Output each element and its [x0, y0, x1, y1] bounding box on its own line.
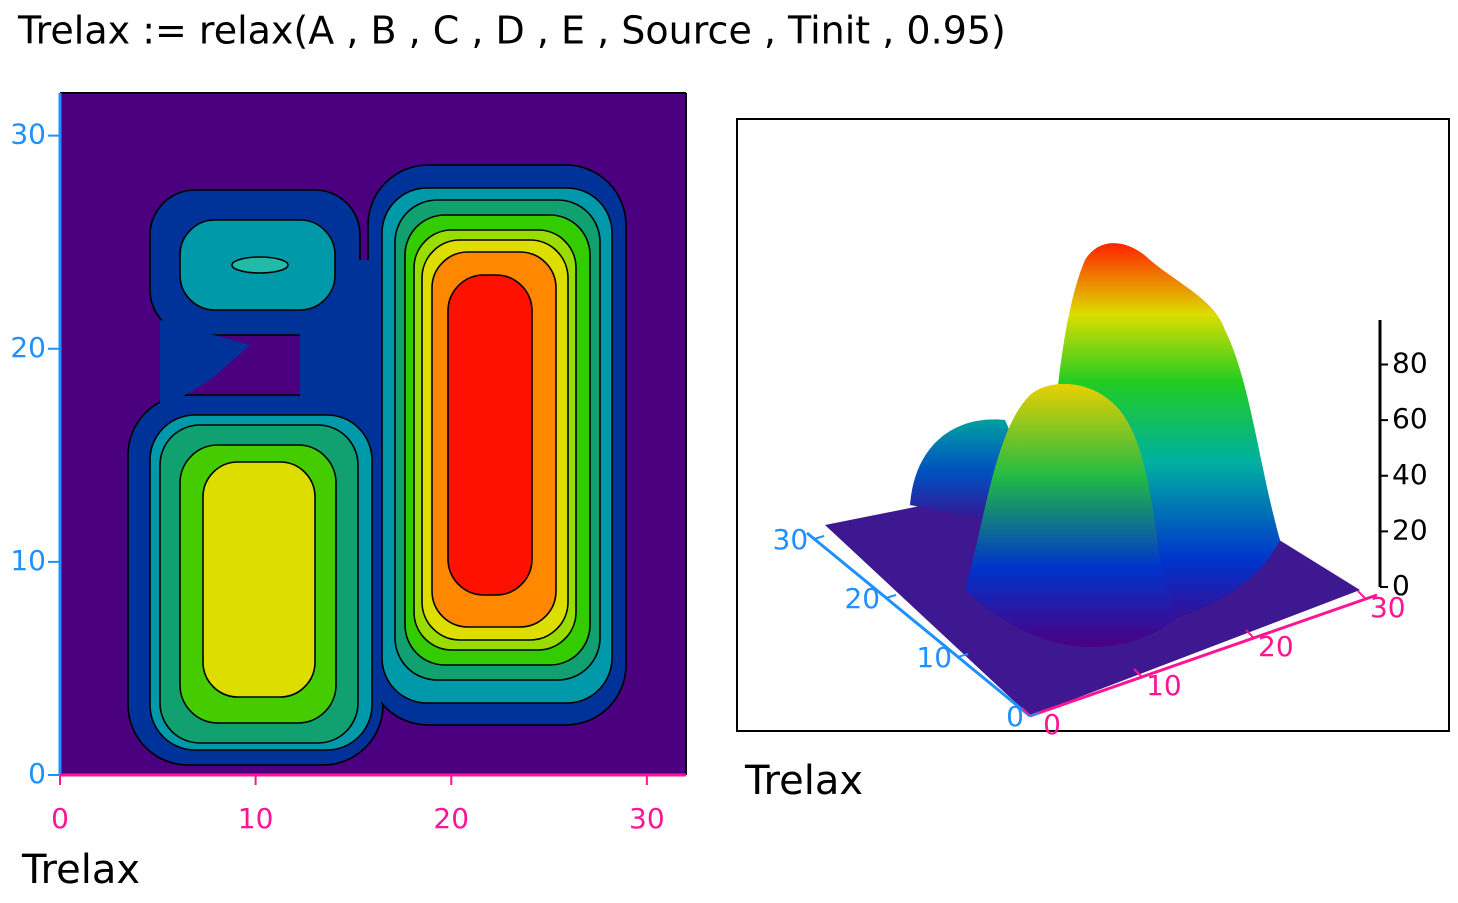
- y-tick-label: 0: [28, 757, 46, 790]
- y-axis: [806, 531, 1031, 718]
- x-tick-label: 20: [433, 802, 469, 835]
- y-tick-label: 30: [10, 118, 46, 151]
- surface: [825, 243, 1360, 716]
- y-tick-label: 10: [10, 544, 46, 577]
- contour-fill: [60, 92, 687, 775]
- y-tick-label: 20: [844, 582, 880, 615]
- y-tick: [885, 593, 897, 599]
- x-tick-label: 10: [1146, 669, 1182, 702]
- z-tick-label: 20: [1392, 513, 1428, 546]
- x-tick-label: 10: [238, 802, 274, 835]
- x-tick-label: 0: [51, 802, 69, 835]
- x-tick: [1245, 629, 1255, 639]
- x-axis-label: Trelax: [744, 758, 863, 804]
- z-tick-label: 40: [1392, 458, 1428, 491]
- y-tick-label: 0: [1006, 700, 1024, 733]
- y-tick: [957, 653, 969, 658]
- y-tick-label: 30: [773, 523, 809, 556]
- z-tick-label: 60: [1392, 402, 1428, 435]
- x-tick-label: 30: [629, 802, 665, 835]
- z-tick-label: 0: [1392, 569, 1410, 602]
- y-tick-label: 20: [10, 331, 46, 364]
- y-tick: [813, 534, 825, 540]
- x-axis-label: Trelax: [21, 847, 140, 893]
- x-tick-label: 30: [1370, 591, 1406, 624]
- y-tick-label: 10: [916, 641, 952, 674]
- formula: Trelax := relax(A , B , C , D , E , Sour…: [17, 9, 1006, 53]
- x-tick: [1021, 707, 1031, 717]
- y-tick: [1029, 712, 1041, 717]
- x-tick: [1133, 668, 1143, 678]
- x-tick-label: 0: [1043, 708, 1061, 741]
- z-tick-label: 80: [1392, 347, 1428, 380]
- x-tick: [1357, 590, 1367, 600]
- x-tick-label: 20: [1258, 630, 1294, 663]
- x-axis: [1029, 593, 1378, 718]
